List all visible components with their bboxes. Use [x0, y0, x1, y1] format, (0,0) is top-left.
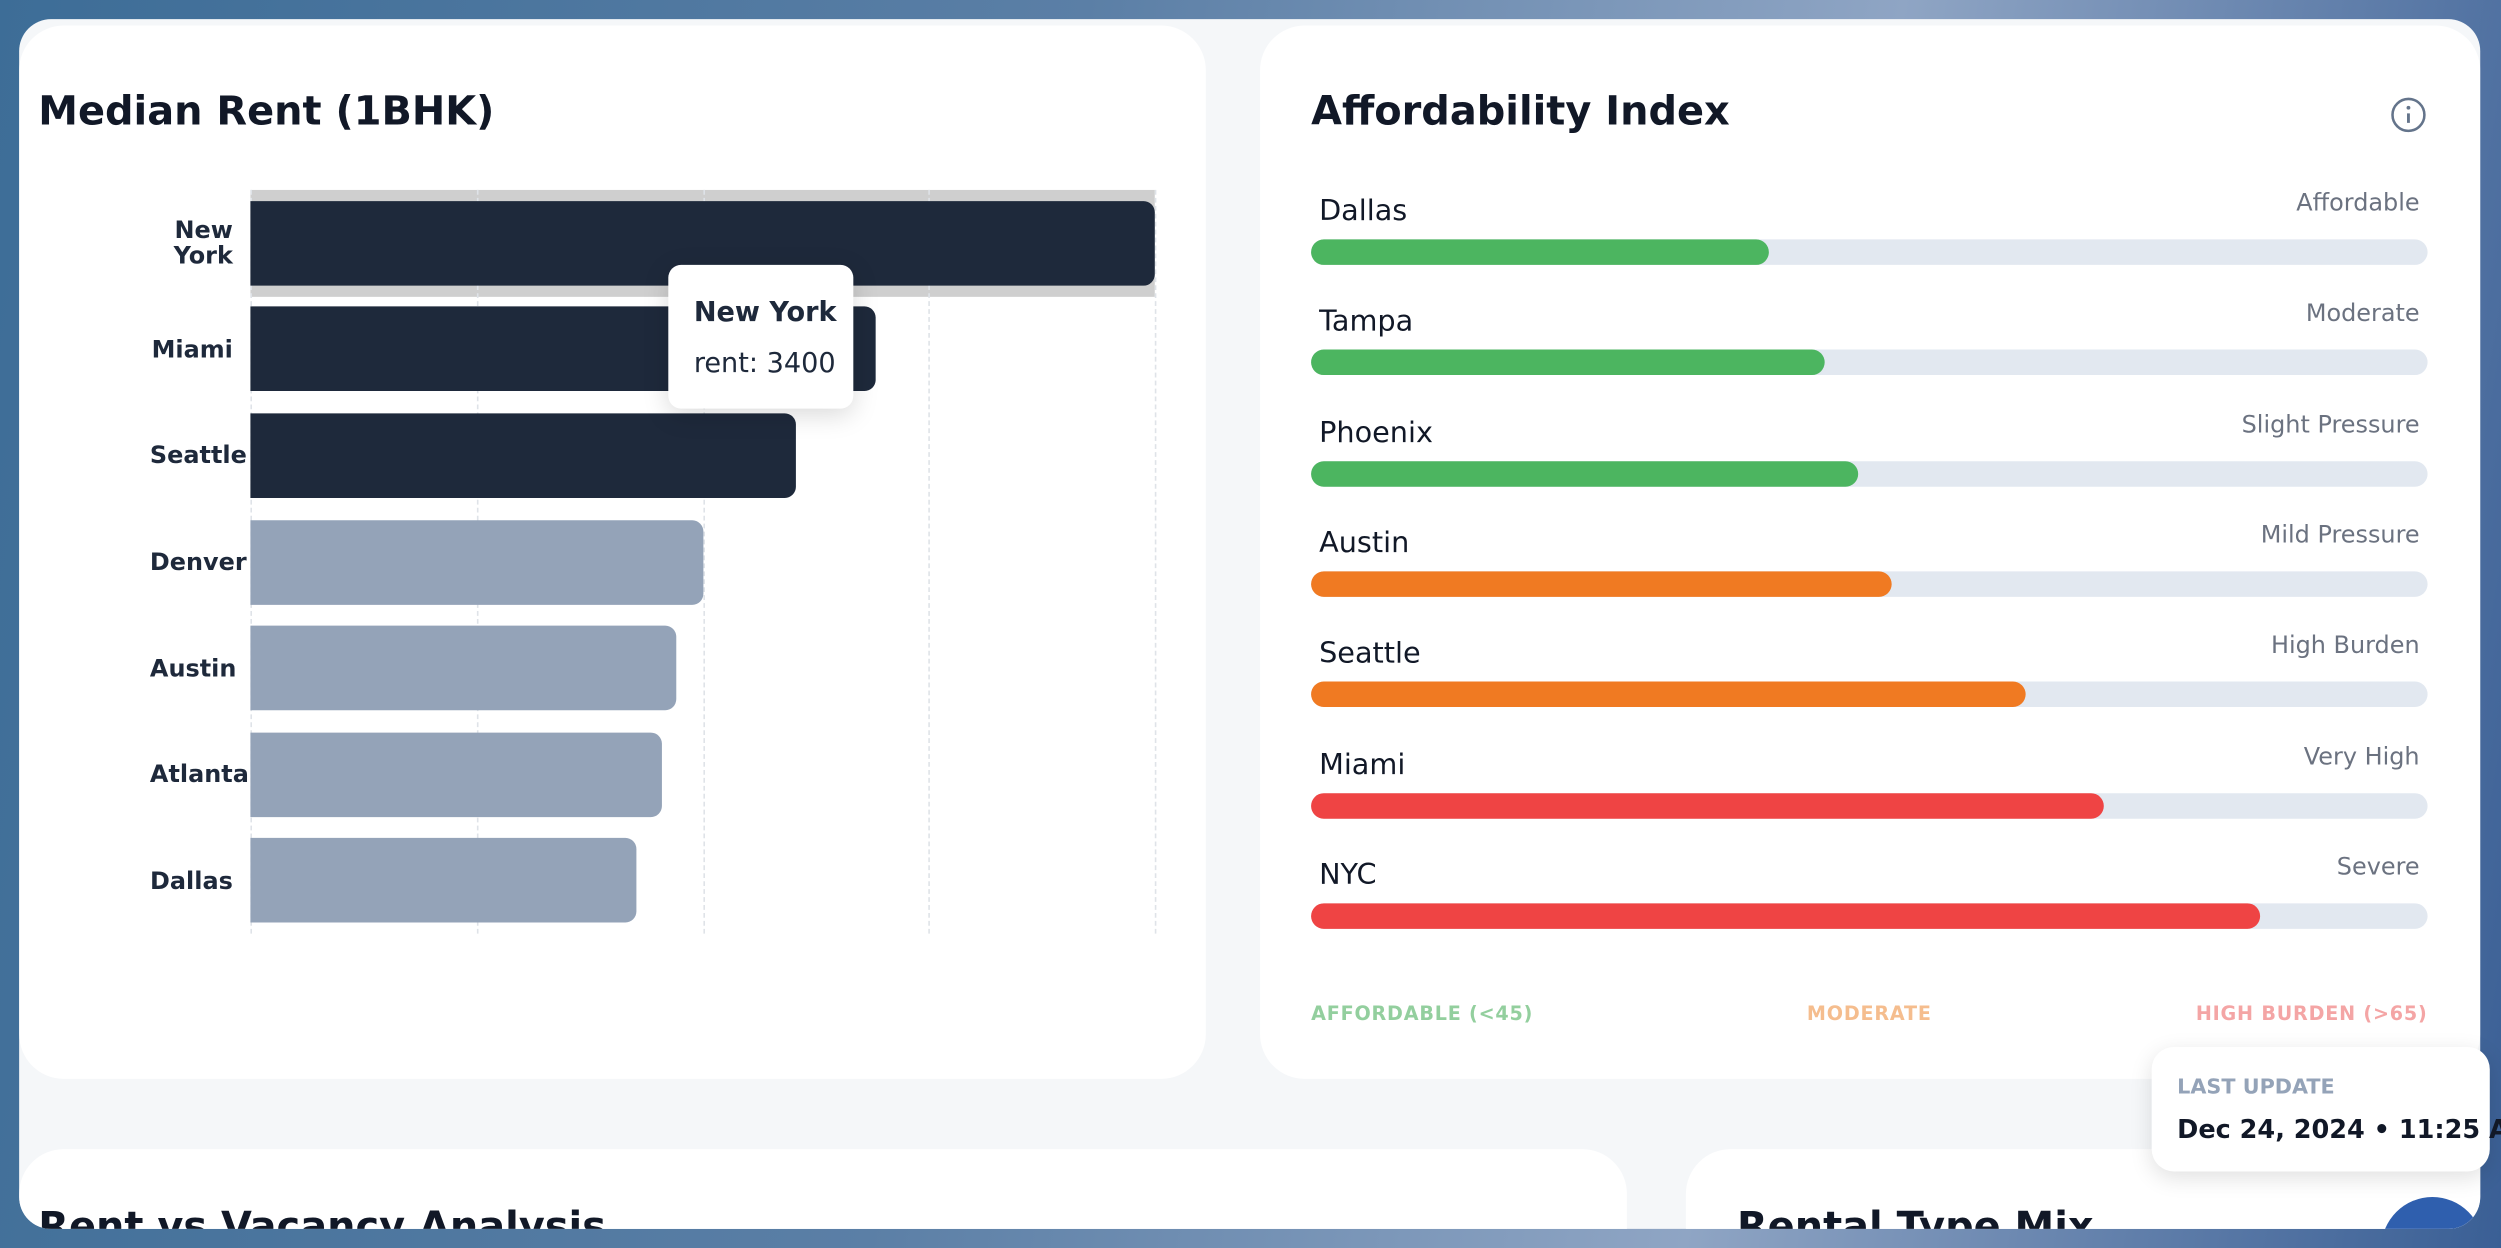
legend-item: HIGH BURDEN (>65) [2195, 1002, 2428, 1025]
city-name: NYC [1319, 858, 1377, 893]
status-label: High Burden [2270, 630, 2420, 660]
progress-fill [1311, 350, 1825, 376]
tooltip-text: rent: 3400 [693, 347, 836, 380]
affordability-card: Affordability Index Dallas Affordable Tamp… [1260, 25, 2481, 1079]
y-tick-label: Seattle [105, 430, 247, 481]
status-label: Affordable [2296, 188, 2420, 218]
status-label: Severe [2336, 852, 2420, 881]
progress-fill [1311, 681, 2026, 708]
progress-track [1311, 792, 2428, 819]
city-name: Tampa [1319, 305, 1414, 339]
status-label: Slight Pressure [2241, 409, 2420, 439]
card-title: Affordability Index [1311, 87, 1730, 135]
city-name: Dallas [1319, 194, 1408, 229]
grid-line [928, 189, 931, 934]
city-name: Seattle [1319, 637, 1421, 671]
y-tick-label: Miami [105, 324, 233, 375]
card-title: Rental Type Mix [1736, 1203, 2094, 1229]
y-tick-label: Denver [105, 536, 247, 587]
bar [250, 413, 796, 498]
progress-fill [1311, 903, 2261, 929]
dashboard: Median Rent (1BHK) New York Miami Seattle D… [19, 19, 2481, 1229]
y-tick-label: Atlanta [105, 749, 249, 800]
bottom-card: Rent vs Vacancy Analysis [19, 1149, 1627, 1229]
progress-track [1311, 571, 2428, 597]
progress-fill [1311, 792, 2104, 819]
status-label: Moderate [2305, 298, 2420, 328]
category-text: Atlanta [149, 759, 249, 789]
progress-track [1311, 239, 2428, 265]
bar [250, 838, 637, 923]
last-update-label: LAST UPDATE [2177, 1075, 2335, 1100]
last-update-value: Dec 24, 2024 • 11:25 AM [2177, 1114, 2501, 1145]
category-text: Austin [149, 653, 237, 683]
progress-track [1311, 903, 2428, 929]
grid-line [702, 189, 705, 934]
status-label: Mild Pressure [2260, 520, 2420, 549]
grid-line [1154, 189, 1157, 934]
city-name: Phoenix [1319, 416, 1433, 450]
card-title: Rent vs Vacancy Analysis [38, 1203, 606, 1229]
category-text: Seattle [149, 441, 247, 470]
bar [250, 625, 676, 711]
status-label: Very High [2303, 741, 2420, 771]
bar [250, 731, 663, 817]
y-tick-label: Austin [105, 642, 237, 693]
legend-item: MODERATE [1806, 1002, 1932, 1025]
legend-item: AFFORDABLE (<45) [1311, 1002, 1534, 1025]
progress-track [1311, 681, 2428, 708]
tooltip: New York rent: 3400 [668, 264, 854, 409]
progress-fill [1311, 571, 1892, 597]
rent-card: Median Rent (1BHK) New York Miami Seattle D… [19, 25, 1206, 1079]
city-name: Miami [1319, 747, 1406, 782]
y-tick-label: New York [105, 218, 233, 269]
category-text: Denver [149, 547, 247, 577]
progress-fill [1311, 239, 1769, 265]
category-text: New York [173, 215, 233, 271]
category-text: Dallas [150, 866, 233, 895]
tooltip-title: New York [693, 296, 837, 329]
y-tick-label: Dallas [105, 855, 233, 906]
card-title: Median Rent (1BHK) [38, 87, 495, 135]
category-text: Miami [151, 334, 233, 364]
city-name: Austin [1319, 526, 1410, 561]
info-icon[interactable] [2389, 96, 2427, 134]
progress-track [1311, 460, 2428, 487]
bottom-card: Rental Type Mix [1685, 1149, 2481, 1229]
bar [250, 519, 703, 605]
progress-track [1311, 350, 2428, 376]
progress-fill [1311, 460, 1859, 487]
last-update-card: LAST UPDATE Dec 24, 2024 • 11:25 AM [2151, 1046, 2501, 1172]
